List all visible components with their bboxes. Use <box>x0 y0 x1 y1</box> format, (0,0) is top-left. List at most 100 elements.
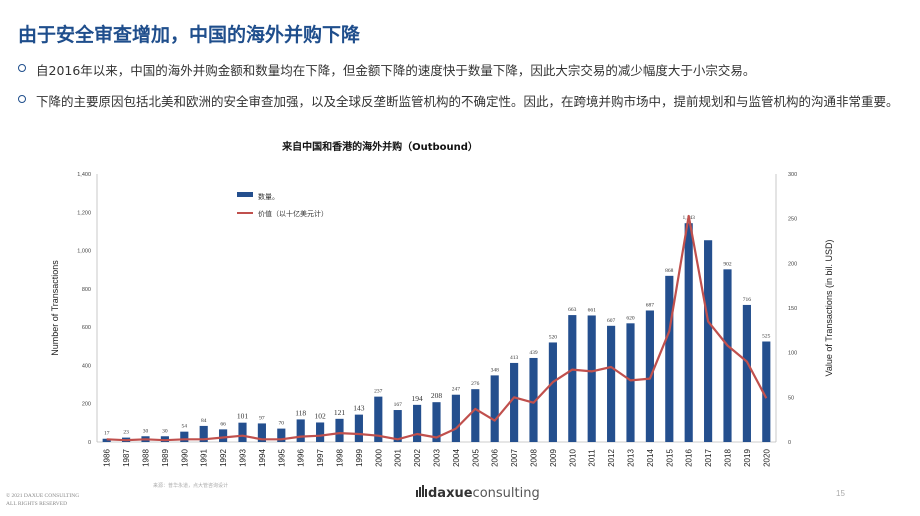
y-tick-label: 0 <box>88 440 91 446</box>
bar-2004 <box>451 394 460 442</box>
bar-1995 <box>277 428 286 442</box>
bar-2012 <box>607 325 616 442</box>
bar-data-label: 102 <box>314 411 326 420</box>
x-tick-label: 1991 <box>200 449 209 467</box>
y2-tick-label: 300 <box>788 172 797 178</box>
bar-data-label: 97 <box>259 415 265 421</box>
x-tick-label: 2006 <box>491 449 500 467</box>
bar-1994 <box>257 423 266 442</box>
bullet-2-text: 下降的主要原因包括北美和欧洲的安全审查加强，以及全球反垄断监管机构的不确定性。因… <box>36 94 899 109</box>
page-number: 15 <box>836 489 845 498</box>
bar-data-label: 439 <box>529 350 538 356</box>
x-tick-label: 1987 <box>122 449 131 467</box>
x-tick-label: 1993 <box>239 449 248 467</box>
y-tick-label: 1,200 <box>77 210 91 216</box>
x-tick-label: 2018 <box>724 449 733 467</box>
bar-1997 <box>316 422 325 442</box>
y-tick-label: 1,400 <box>77 172 91 178</box>
legend-line-label: 价值（以十亿美元计） <box>258 209 328 218</box>
bar-data-label: 30 <box>143 428 149 434</box>
bar-1990 <box>180 431 189 442</box>
source-note: 来源：普华永道，点大管咨询设计 <box>153 483 229 489</box>
x-tick-label: 1995 <box>277 449 286 467</box>
x-tick-label: 1986 <box>103 449 112 467</box>
logo-text-accent: consulting <box>472 486 540 501</box>
x-tick-label: 2002 <box>413 449 422 467</box>
bullet-dot-icon <box>18 95 26 103</box>
logo-text-main: daxue <box>428 486 473 501</box>
y-tick-label: 200 <box>82 402 91 408</box>
bar-data-label: 54 <box>182 424 188 430</box>
bar-data-label: 84 <box>201 418 207 424</box>
x-tick-label: 1999 <box>355 449 364 467</box>
legend-bar-label: 数量。 <box>258 192 279 201</box>
x-tick-label: 2007 <box>510 449 519 467</box>
bar-1998 <box>335 418 344 442</box>
x-tick-label: 2016 <box>685 449 694 467</box>
y-tick-label: 800 <box>82 287 91 293</box>
bar-1996 <box>296 419 305 442</box>
bar-1991 <box>199 425 208 442</box>
bar-2017 <box>704 240 713 442</box>
x-tick-label: 1996 <box>297 449 306 467</box>
bar-data-label: 237 <box>374 389 383 395</box>
bar-data-label: 525 <box>762 334 771 340</box>
bar-1999 <box>354 414 363 442</box>
legend-bar-swatch <box>237 192 253 197</box>
x-tick-label: 1989 <box>161 449 170 467</box>
daxue-logo: daxueconsulting <box>416 485 540 501</box>
bar-data-label: 66 <box>220 421 226 427</box>
bar-data-label: 194 <box>411 394 423 403</box>
bullet-1-text: 自2016年以来，中国的海外并购金额和数量均在下降，但金额下降的速度快于数量下降… <box>36 63 756 78</box>
bullet-1: 自2016年以来，中国的海外并购金额和数量均在下降，但金额下降的速度快于数量下降… <box>18 60 755 79</box>
y2-tick-label: 250 <box>788 217 797 223</box>
bar-data-label: 413 <box>510 355 519 361</box>
bar-2000 <box>374 396 383 442</box>
copyright-line-1: © 2021 DAXUE CONSULTING <box>6 493 80 499</box>
x-tick-label: 2011 <box>588 449 597 467</box>
value-line <box>106 214 768 442</box>
x-tick-label: 2008 <box>530 449 539 467</box>
bar-data-label: 30 <box>162 428 168 434</box>
y-tick-label: 600 <box>82 325 91 331</box>
bar-2020 <box>762 341 771 442</box>
x-tick-label: 2013 <box>627 449 636 467</box>
copyright: © 2021 DAXUE CONSULTING ALL RIGHTS RESER… <box>6 492 79 508</box>
bullet-2: 下降的主要原因包括北美和欧洲的安全审查加强，以及全球反垄断监管机构的不确定性。因… <box>18 91 899 110</box>
x-tick-label: 2004 <box>452 449 461 467</box>
x-tick-label: 2005 <box>471 449 480 467</box>
bar-data-label: 121 <box>334 408 346 417</box>
bar-data-label: 70 <box>279 421 285 427</box>
x-tick-label: 2020 <box>762 449 771 467</box>
y-tick-label: 1,000 <box>77 249 91 255</box>
bar-data-label: 118 <box>295 408 306 417</box>
bar-2005 <box>471 389 480 442</box>
bullet-dot-icon <box>18 64 26 72</box>
copyright-line-2: ALL RIGHTS RESERVED <box>6 501 68 507</box>
bar-2013 <box>626 323 635 442</box>
bar-data-label: 143 <box>353 404 365 413</box>
bar-2016 <box>684 223 693 442</box>
bar-data-label: 23 <box>123 430 129 436</box>
x-tick-label: 2003 <box>433 449 442 467</box>
x-tick-label: 1988 <box>142 449 151 467</box>
bar-data-label: 687 <box>646 302 655 308</box>
bar-2002 <box>413 404 422 442</box>
bar-data-label: 868 <box>665 268 674 274</box>
x-tick-label: 2001 <box>394 449 403 467</box>
bar-2006 <box>490 375 499 442</box>
bar-data-label: 716 <box>743 297 752 303</box>
x-tick-label: 2000 <box>374 449 383 467</box>
y2-tick-label: 200 <box>788 261 797 267</box>
y-tick-label: 400 <box>82 363 91 369</box>
bar-2007 <box>510 362 519 442</box>
bar-data-label: 17 <box>104 431 110 437</box>
bar-data-label: 607 <box>607 318 616 324</box>
y2-tick-label: 0 <box>788 440 791 446</box>
chart-title: 来自中国和香港的海外并购（Outbound） <box>282 142 478 153</box>
bar-data-label: 276 <box>471 381 480 387</box>
x-tick-label: 2012 <box>607 449 616 467</box>
x-tick-label: 1994 <box>258 449 267 467</box>
bar-data-label: 661 <box>588 307 597 313</box>
bar-2015 <box>665 275 674 442</box>
